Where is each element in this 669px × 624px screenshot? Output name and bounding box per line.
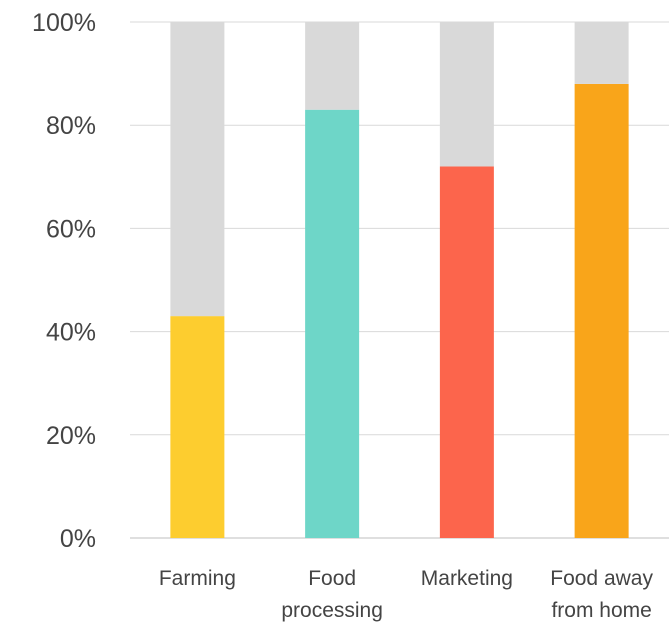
x-category-label: Food away from home: [550, 567, 653, 622]
x-category-label: Marketing: [421, 567, 513, 590]
x-category-label-line: Farming: [159, 567, 236, 590]
bars: [170, 22, 629, 539]
bar-value-segment: [170, 316, 225, 538]
bar-value-segment: [574, 83, 629, 539]
x-category-label-line: from home: [551, 599, 651, 622]
y-tick-label: 100%: [32, 9, 96, 37]
x-category-label: Farming: [159, 567, 236, 590]
x-axis-category-labels: Farming Food processing Marketing Food away f…: [159, 567, 654, 622]
y-tick-label: 20%: [46, 422, 96, 450]
y-tick-label: 80%: [46, 112, 96, 140]
x-category-label-line: Food away: [550, 567, 653, 590]
x-category-label-line: Marketing: [421, 567, 513, 590]
bar-remainder-segment: [439, 22, 494, 167]
y-axis-tick-labels: 0% 20% 40% 60% 80% 100%: [32, 9, 96, 553]
y-tick-label: 0%: [60, 525, 96, 553]
bar-remainder-segment: [170, 22, 225, 317]
bar-remainder-segment: [305, 22, 360, 110]
x-category-label-line: processing: [281, 599, 383, 622]
y-tick-label: 60%: [46, 215, 96, 243]
bar-remainder-segment: [574, 22, 629, 84]
x-category-label: Food processing: [281, 567, 383, 622]
x-category-label-line: Food: [308, 567, 356, 590]
bar-value-segment: [305, 109, 360, 538]
bar-value-segment: [439, 166, 494, 539]
y-tick-label: 40%: [46, 319, 96, 347]
